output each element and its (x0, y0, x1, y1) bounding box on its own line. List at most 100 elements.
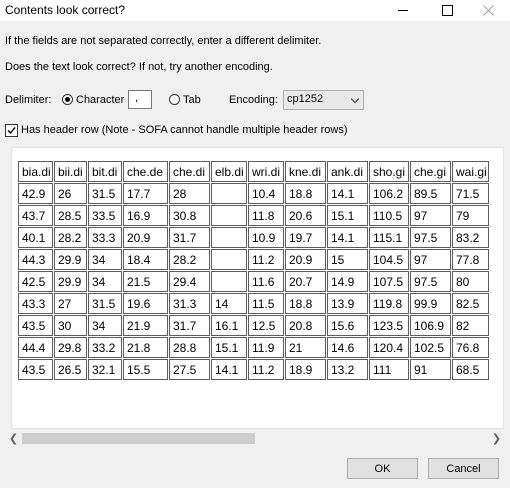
table-header-cell[interactable]: elb.di (211, 161, 247, 182)
table-cell[interactable]: 42.9 (18, 183, 53, 204)
table-cell[interactable]: 12.5 (248, 315, 284, 336)
table-cell[interactable]: 111 (369, 359, 409, 380)
table-cell[interactable]: 14.9 (327, 271, 368, 292)
table-header-cell[interactable]: bit.di (88, 161, 122, 182)
table-cell[interactable]: 43.7 (18, 205, 53, 226)
table-cell[interactable]: 33.2 (88, 337, 122, 358)
table-header-cell[interactable]: wri.di (248, 161, 284, 182)
table-cell[interactable]: 14.1 (327, 227, 368, 248)
table-cell[interactable]: 120.4 (369, 337, 409, 358)
table-header-cell[interactable]: kne.di (285, 161, 326, 182)
table-cell[interactable]: 20.9 (285, 249, 326, 270)
table-cell[interactable]: 14 (211, 293, 247, 314)
table-cell[interactable]: 110.5 (369, 205, 409, 226)
table-cell[interactable] (211, 205, 247, 226)
table-cell[interactable] (211, 249, 247, 270)
encoding-select[interactable]: cp1252 (283, 90, 364, 110)
cancel-button[interactable]: Cancel (428, 458, 499, 479)
scroll-thumb[interactable] (22, 433, 255, 444)
table-cell[interactable] (211, 227, 247, 248)
table-cell[interactable]: 18.8 (285, 183, 326, 204)
character-radio[interactable] (62, 94, 73, 105)
table-cell[interactable]: 76.8 (452, 337, 489, 358)
table-cell[interactable]: 115.1 (369, 227, 409, 248)
table-cell[interactable]: 14.1 (327, 183, 368, 204)
table-cell[interactable]: 11.9 (248, 337, 284, 358)
table-cell[interactable]: 34 (88, 249, 122, 270)
table-cell[interactable]: 18.8 (285, 293, 326, 314)
table-cell[interactable]: 27.5 (169, 359, 210, 380)
table-cell[interactable]: 97.5 (410, 271, 451, 292)
table-cell[interactable]: 31.5 (88, 293, 122, 314)
table-cell[interactable]: 20.6 (285, 205, 326, 226)
table-cell[interactable]: 18.9 (285, 359, 326, 380)
table-cell[interactable]: 16.1 (211, 315, 247, 336)
table-cell[interactable]: 77.8 (452, 249, 489, 270)
table-cell[interactable]: 102.5 (410, 337, 451, 358)
table-cell[interactable]: 29.4 (169, 271, 210, 292)
table-header-cell[interactable]: bii.di (54, 161, 87, 182)
table-cell[interactable]: 21 (285, 337, 326, 358)
table-cell[interactable]: 29.9 (54, 249, 87, 270)
table-cell[interactable]: 82.5 (452, 293, 489, 314)
table-cell[interactable]: 31.3 (169, 293, 210, 314)
table-cell[interactable]: 15.1 (211, 337, 247, 358)
table-cell[interactable]: 104.5 (369, 249, 409, 270)
table-cell[interactable]: 10.4 (248, 183, 284, 204)
table-cell[interactable]: 89.5 (410, 183, 451, 204)
delimiter-character-input[interactable]: , (128, 90, 152, 109)
table-header-cell[interactable]: wai.gi (452, 161, 489, 182)
table-cell[interactable]: 91 (410, 359, 451, 380)
table-header-cell[interactable]: sho.gi (369, 161, 409, 182)
table-cell[interactable]: 11.6 (248, 271, 284, 292)
table-cell[interactable]: 30 (54, 315, 87, 336)
table-cell[interactable]: 33.5 (88, 205, 122, 226)
table-cell[interactable]: 97.5 (410, 227, 451, 248)
table-cell[interactable]: 83.2 (452, 227, 489, 248)
table-cell[interactable]: 28.5 (54, 205, 87, 226)
table-cell[interactable]: 82 (452, 315, 489, 336)
scroll-track[interactable] (22, 433, 488, 444)
table-cell[interactable]: 34 (88, 315, 122, 336)
table-header-cell[interactable]: che.di (169, 161, 210, 182)
table-cell[interactable]: 15.6 (327, 315, 368, 336)
table-cell[interactable]: 26 (54, 183, 87, 204)
table-cell[interactable]: 10.9 (248, 227, 284, 248)
table-cell[interactable]: 99.9 (410, 293, 451, 314)
table-cell[interactable] (211, 183, 247, 204)
chevron-right-icon[interactable]: ❯ (491, 433, 502, 445)
table-header-cell[interactable]: bia.di (18, 161, 53, 182)
table-cell[interactable]: 119.8 (369, 293, 409, 314)
table-cell[interactable]: 43.5 (18, 359, 53, 380)
maximize-icon[interactable] (425, 0, 469, 21)
table-cell[interactable]: 18.4 (123, 249, 168, 270)
table-cell[interactable]: 80 (452, 271, 489, 292)
table-cell[interactable]: 43.3 (18, 293, 53, 314)
table-cell[interactable]: 79 (452, 205, 489, 226)
table-cell[interactable]: 14.1 (211, 359, 247, 380)
tab-radio[interactable] (169, 94, 180, 105)
table-cell[interactable]: 11.2 (248, 359, 284, 380)
table-cell[interactable]: 106.2 (369, 183, 409, 204)
table-cell[interactable]: 31.7 (169, 315, 210, 336)
has-header-checkbox[interactable] (5, 124, 18, 137)
table-cell[interactable]: 16.9 (123, 205, 168, 226)
has-header-label[interactable]: Has header row (Note - SOFA cannot handl… (21, 124, 348, 136)
close-icon[interactable] (466, 0, 510, 21)
table-cell[interactable]: 17.7 (123, 183, 168, 204)
table-cell[interactable]: 42.5 (18, 271, 53, 292)
ok-button[interactable]: OK (347, 458, 418, 479)
table-cell[interactable]: 30.8 (169, 205, 210, 226)
table-cell[interactable]: 123.5 (369, 315, 409, 336)
table-cell[interactable]: 106.9 (410, 315, 451, 336)
table-cell[interactable]: 11.5 (248, 293, 284, 314)
table-cell[interactable]: 15.1 (327, 205, 368, 226)
table-cell[interactable]: 97 (410, 205, 451, 226)
table-cell[interactable]: 14.6 (327, 337, 368, 358)
character-radio-label[interactable]: Character (76, 94, 125, 106)
table-cell[interactable]: 21.5 (123, 271, 168, 292)
table-cell[interactable]: 44.4 (18, 337, 53, 358)
tab-radio-label[interactable]: Tab (183, 94, 201, 106)
table-cell[interactable]: 29.8 (54, 337, 87, 358)
table-cell[interactable]: 68.5 (452, 359, 489, 380)
